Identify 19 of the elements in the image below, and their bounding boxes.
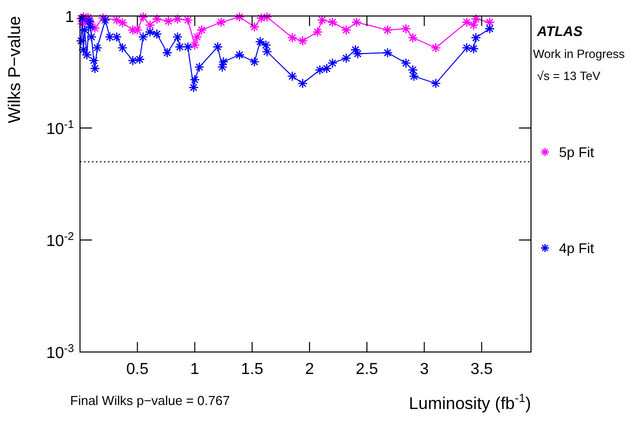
y-tick-label: 1 bbox=[65, 9, 74, 26]
legend-label: 5p Fit bbox=[559, 144, 594, 160]
x-tick-label: 0.5 bbox=[126, 361, 149, 378]
x-tick-label: 3 bbox=[420, 361, 429, 378]
text: √s = 13 TeV bbox=[537, 69, 600, 83]
x-tick-label: 2 bbox=[305, 361, 314, 378]
y-tick-label: 10$^{-2}$ bbox=[46, 231, 74, 250]
x-tick-label: 1 bbox=[190, 361, 200, 378]
x-tick-label: 1.5 bbox=[241, 361, 264, 378]
text: Work in Progress bbox=[533, 47, 625, 61]
y-tick-label: 10$^{-1}$ bbox=[46, 119, 74, 138]
text: ATLAS bbox=[536, 23, 584, 39]
x-tick-label: 2.5 bbox=[356, 361, 378, 378]
y-tick-label: 10$^{-3}$ bbox=[46, 343, 74, 362]
legend-label: 4p Fit bbox=[559, 240, 594, 256]
x-axis-title: Luminosity (fb$^{-1}$) bbox=[408, 391, 531, 413]
y-axis-title: Wilks P−value bbox=[5, 16, 24, 124]
x-tick-label: 3.5 bbox=[470, 361, 493, 378]
text: Final Wilks p−value = 0.767 bbox=[70, 393, 230, 408]
